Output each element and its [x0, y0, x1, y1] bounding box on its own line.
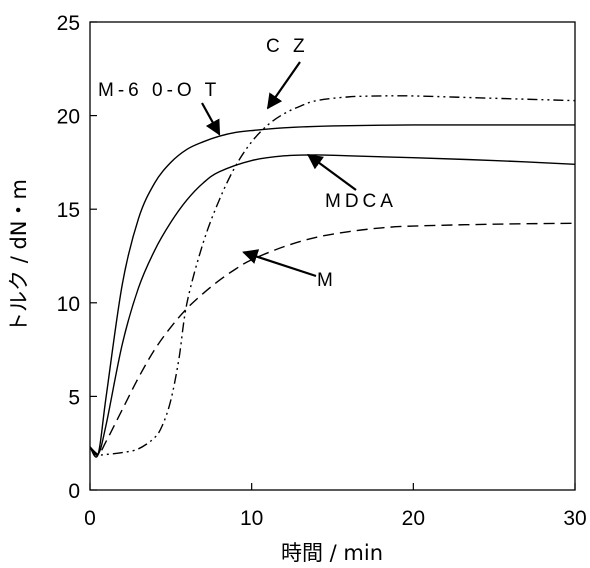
annotation-label: MDCA: [325, 191, 397, 212]
y-tick-label: 25: [57, 12, 80, 35]
x-tick-label: 30: [563, 507, 586, 530]
plot-area: [89, 21, 576, 491]
y-axis-label: トルク / dN・m: [7, 179, 31, 333]
annotation-label: M: [317, 270, 337, 291]
x-axis-label: 時間 / min: [281, 541, 383, 565]
series-line-0: [89, 124, 575, 458]
y-tick-label: 5: [68, 386, 80, 409]
annotation-label: M-6 0-O T: [98, 80, 220, 101]
series-line-3: [89, 222, 576, 456]
annotation-label: C Z: [266, 36, 309, 57]
y-tick-label: 10: [57, 293, 80, 316]
x-tick-label: 20: [402, 507, 425, 530]
y-tick-label: 15: [57, 199, 80, 222]
annotation-arrow: [242, 249, 317, 278]
series-line-1: [89, 154, 576, 456]
x-tick-label: 10: [240, 507, 263, 530]
y-tick-label: 20: [57, 106, 80, 129]
annotation-arrow: [307, 154, 357, 191]
x-tick-label: 0: [84, 507, 96, 530]
y-tick-label: 0: [68, 480, 80, 503]
annotation-arrow: [201, 102, 221, 136]
series-line-2: [89, 95, 576, 456]
annotation-arrow: [266, 61, 301, 110]
